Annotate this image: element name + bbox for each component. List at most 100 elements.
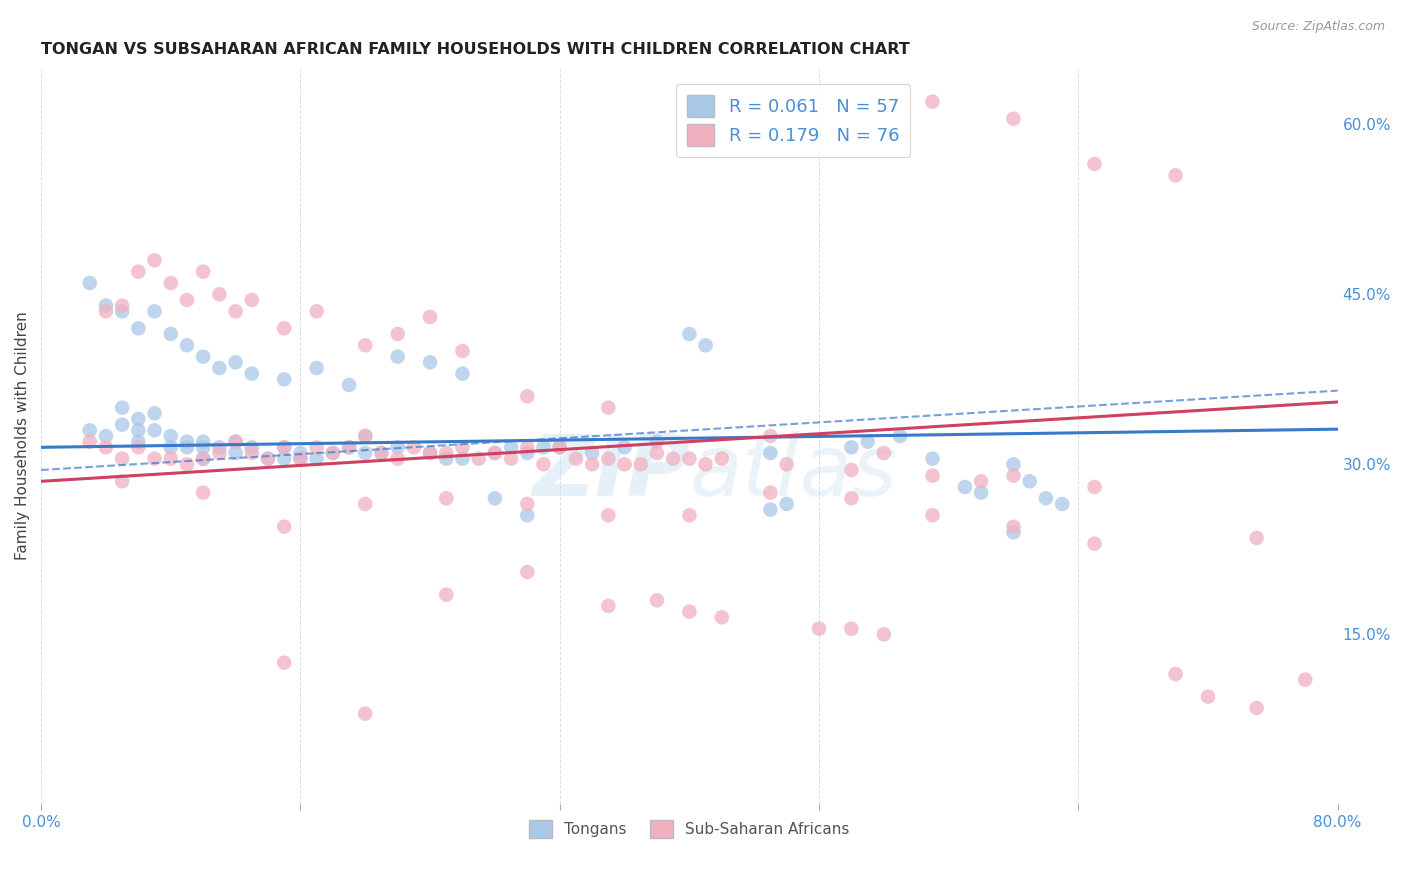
Point xyxy=(419,355,441,369)
Point xyxy=(921,451,943,466)
Point xyxy=(176,440,198,454)
Point xyxy=(143,406,166,420)
Point xyxy=(501,440,523,454)
Point xyxy=(419,446,441,460)
Point xyxy=(225,446,247,460)
Point xyxy=(775,497,797,511)
Point xyxy=(841,463,863,477)
Point xyxy=(208,361,231,376)
Point xyxy=(354,446,377,460)
Point xyxy=(1002,468,1025,483)
Point xyxy=(225,304,247,318)
Point xyxy=(889,429,911,443)
Point xyxy=(143,304,166,318)
Point xyxy=(305,304,328,318)
Point xyxy=(1294,673,1316,687)
Point xyxy=(79,276,101,290)
Point xyxy=(1050,497,1073,511)
Point xyxy=(370,446,392,460)
Point xyxy=(127,434,149,449)
Point xyxy=(645,434,668,449)
Point xyxy=(516,440,538,454)
Point xyxy=(79,423,101,437)
Point xyxy=(208,287,231,301)
Point xyxy=(273,440,295,454)
Point xyxy=(387,350,409,364)
Point xyxy=(354,429,377,443)
Point xyxy=(370,446,392,460)
Point xyxy=(1083,480,1105,494)
Point xyxy=(94,299,117,313)
Point xyxy=(193,451,215,466)
Point xyxy=(434,446,457,460)
Point xyxy=(1035,491,1057,506)
Point xyxy=(208,440,231,454)
Point xyxy=(305,451,328,466)
Point xyxy=(111,475,134,489)
Point xyxy=(516,389,538,403)
Point xyxy=(678,605,700,619)
Point xyxy=(143,423,166,437)
Point xyxy=(273,440,295,454)
Point xyxy=(434,451,457,466)
Point xyxy=(305,440,328,454)
Point xyxy=(193,451,215,466)
Point xyxy=(695,338,717,352)
Y-axis label: Family Households with Children: Family Households with Children xyxy=(15,311,30,560)
Point xyxy=(111,304,134,318)
Point xyxy=(193,265,215,279)
Text: TONGAN VS SUBSAHARAN AFRICAN FAMILY HOUSEHOLDS WITH CHILDREN CORRELATION CHART: TONGAN VS SUBSAHARAN AFRICAN FAMILY HOUS… xyxy=(41,42,910,57)
Point xyxy=(467,451,489,466)
Point xyxy=(501,451,523,466)
Point xyxy=(759,485,782,500)
Point xyxy=(841,622,863,636)
Point xyxy=(516,565,538,579)
Point xyxy=(613,440,636,454)
Point xyxy=(678,451,700,466)
Point xyxy=(695,458,717,472)
Point xyxy=(94,304,117,318)
Point xyxy=(127,423,149,437)
Point xyxy=(176,338,198,352)
Point xyxy=(598,451,620,466)
Point xyxy=(451,367,474,381)
Point xyxy=(678,326,700,341)
Point xyxy=(273,656,295,670)
Point xyxy=(1246,701,1268,715)
Point xyxy=(970,475,993,489)
Point xyxy=(290,451,312,466)
Point xyxy=(484,446,506,460)
Point xyxy=(290,446,312,460)
Point xyxy=(111,417,134,432)
Point xyxy=(402,440,425,454)
Point xyxy=(240,440,263,454)
Point xyxy=(273,372,295,386)
Point xyxy=(240,367,263,381)
Point xyxy=(678,508,700,523)
Point xyxy=(419,310,441,324)
Point xyxy=(451,343,474,358)
Point xyxy=(127,440,149,454)
Point xyxy=(225,434,247,449)
Point xyxy=(240,293,263,307)
Point xyxy=(193,440,215,454)
Point xyxy=(257,451,280,466)
Point xyxy=(451,440,474,454)
Point xyxy=(337,378,360,392)
Point xyxy=(354,706,377,721)
Point xyxy=(434,491,457,506)
Point xyxy=(548,440,571,454)
Point xyxy=(581,446,603,460)
Point xyxy=(127,412,149,426)
Point xyxy=(225,434,247,449)
Point xyxy=(548,440,571,454)
Point xyxy=(208,446,231,460)
Point xyxy=(322,446,344,460)
Point xyxy=(1002,519,1025,533)
Point xyxy=(808,622,831,636)
Point xyxy=(662,451,685,466)
Point xyxy=(921,468,943,483)
Point xyxy=(841,491,863,506)
Point xyxy=(645,446,668,460)
Point xyxy=(354,497,377,511)
